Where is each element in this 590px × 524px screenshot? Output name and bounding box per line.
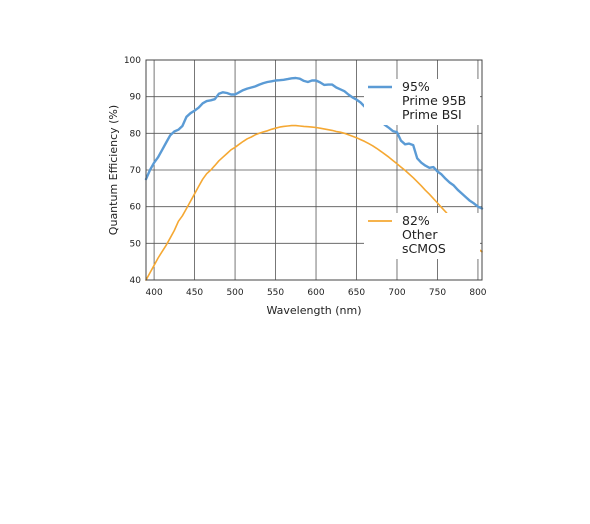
- legend-label-0-0: 95%: [402, 79, 430, 94]
- y-tick-label-90: 90: [130, 93, 142, 103]
- legend-label-0-2: Prime BSI: [402, 107, 462, 122]
- y-tick-label-40: 40: [130, 276, 142, 286]
- y-tick-label-80: 80: [130, 129, 142, 139]
- x-tick-label-450: 450: [186, 288, 203, 298]
- legend-label-1-0: 82%: [402, 213, 430, 228]
- legend-label-1-1: Other: [402, 227, 438, 242]
- x-tick-label-650: 650: [348, 288, 365, 298]
- x-tick-label-400: 400: [146, 288, 163, 298]
- x-axis-label: Wavelength (nm): [266, 304, 361, 317]
- x-tick-label-800: 800: [469, 288, 486, 298]
- y-tick-label-50: 50: [130, 239, 142, 249]
- x-tick-label-600: 600: [307, 288, 324, 298]
- series-line-1: [145, 124, 483, 281]
- series-line-0: [144, 76, 484, 210]
- plot-frame: [145, 59, 483, 281]
- legend-label-0-1: Prime 95B: [402, 93, 466, 108]
- series-lines: [144, 76, 484, 281]
- y-axis-label: Quantum Efficiency (%): [107, 105, 120, 235]
- y-tick-label-60: 60: [130, 203, 142, 213]
- tick-labels: 400 450 500 550 600 650 700 750 800 40 50 60 70 80 90 1…: [124, 56, 487, 298]
- legend-label-1-2: sCMOS: [402, 241, 446, 256]
- y-tick-label-70: 70: [130, 166, 142, 176]
- x-tick-label-750: 750: [429, 288, 446, 298]
- y-tick-label-100: 100: [124, 56, 141, 66]
- x-tick-label-700: 700: [388, 288, 405, 298]
- x-tick-label-500: 500: [226, 288, 243, 298]
- x-tick-label-550: 550: [267, 288, 284, 298]
